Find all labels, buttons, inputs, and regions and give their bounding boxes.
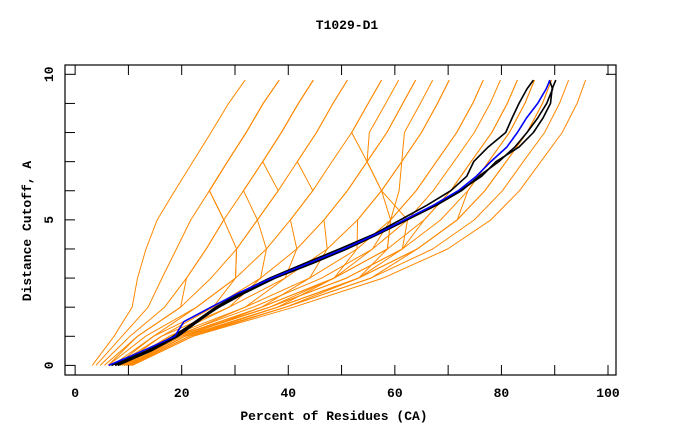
x-tick-label: 100 [596, 386, 620, 401]
model-curve [131, 79, 587, 366]
reference-curve [108, 79, 551, 367]
plot-frame [64, 64, 617, 376]
axes-layer: 0 20 40 60 80 100 0 5 10 [42, 65, 620, 401]
model-curve [123, 79, 434, 366]
y-axis-label: Distance Cutoff, A [20, 161, 35, 302]
highlight-curve [111, 79, 535, 367]
x-tick-label: 60 [387, 386, 403, 401]
x-tick-label: 40 [280, 386, 296, 401]
x-tick-label: 0 [71, 386, 79, 401]
y-tick-label: 5 [42, 216, 57, 224]
model-curve [91, 79, 246, 366]
x-tick-label: 20 [174, 386, 190, 401]
model-curve [115, 79, 314, 366]
x-axis-label: Percent of Residues (CA) [240, 409, 427, 424]
chart-title: T1029-D1 [316, 18, 379, 33]
model-curve [128, 79, 417, 366]
y-tick-label: 0 [42, 361, 57, 369]
x-tick-label: 80 [494, 386, 510, 401]
series-layer [91, 79, 587, 367]
y-tick-label: 10 [42, 66, 57, 82]
model-curve [129, 79, 518, 366]
model-curve [107, 79, 280, 366]
